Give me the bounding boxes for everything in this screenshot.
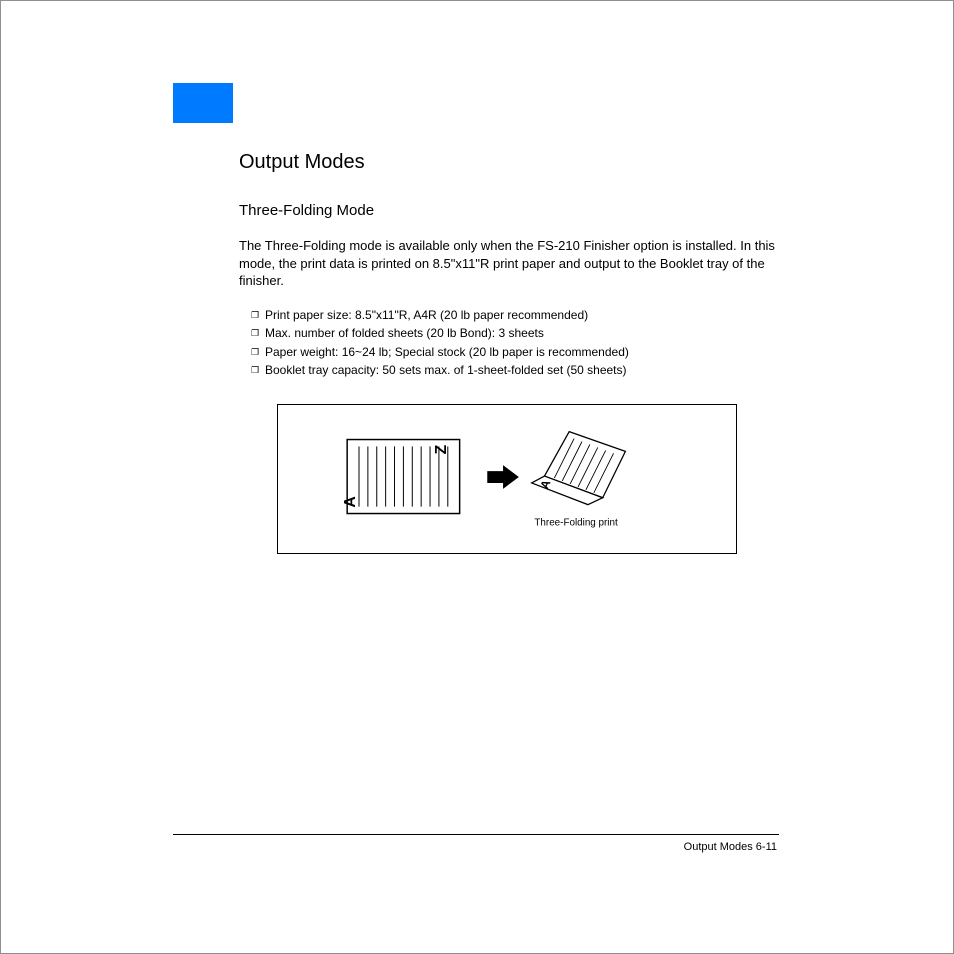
section-title: Three-Folding Mode <box>239 202 779 219</box>
folding-diagram-icon: A Z <box>278 405 736 553</box>
sheet-letter-z: Z <box>433 444 450 454</box>
document-page: Output Modes Three-Folding Mode The Thre… <box>0 0 954 954</box>
accent-block <box>173 83 233 123</box>
list-item: Print paper size: 8.5"x11"R, A4R (20 lb … <box>251 306 779 325</box>
spec-list: Print paper size: 8.5"x11"R, A4R (20 lb … <box>251 306 779 380</box>
sheet-letter-a: A <box>342 496 359 507</box>
list-item: Booklet tray capacity: 50 sets max. of 1… <box>251 361 779 380</box>
flat-sheet-icon: A Z <box>342 440 460 514</box>
content-area: Output Modes Three-Folding Mode The Thre… <box>239 151 779 554</box>
diagram-frame: A Z <box>277 404 737 554</box>
footer-text: Output Modes 6-11 <box>684 841 777 853</box>
folded-sheet-icon: A <box>532 432 626 505</box>
footer-rule <box>173 834 779 835</box>
page-title: Output Modes <box>239 151 779 174</box>
arrow-right-icon <box>487 465 519 489</box>
diagram-caption: Three-Folding print <box>534 517 618 528</box>
list-item: Paper weight: 16~24 lb; Special stock (2… <box>251 343 779 362</box>
body-paragraph: The Three-Folding mode is available only… <box>239 237 779 290</box>
list-item: Max. number of folded sheets (20 lb Bond… <box>251 324 779 343</box>
